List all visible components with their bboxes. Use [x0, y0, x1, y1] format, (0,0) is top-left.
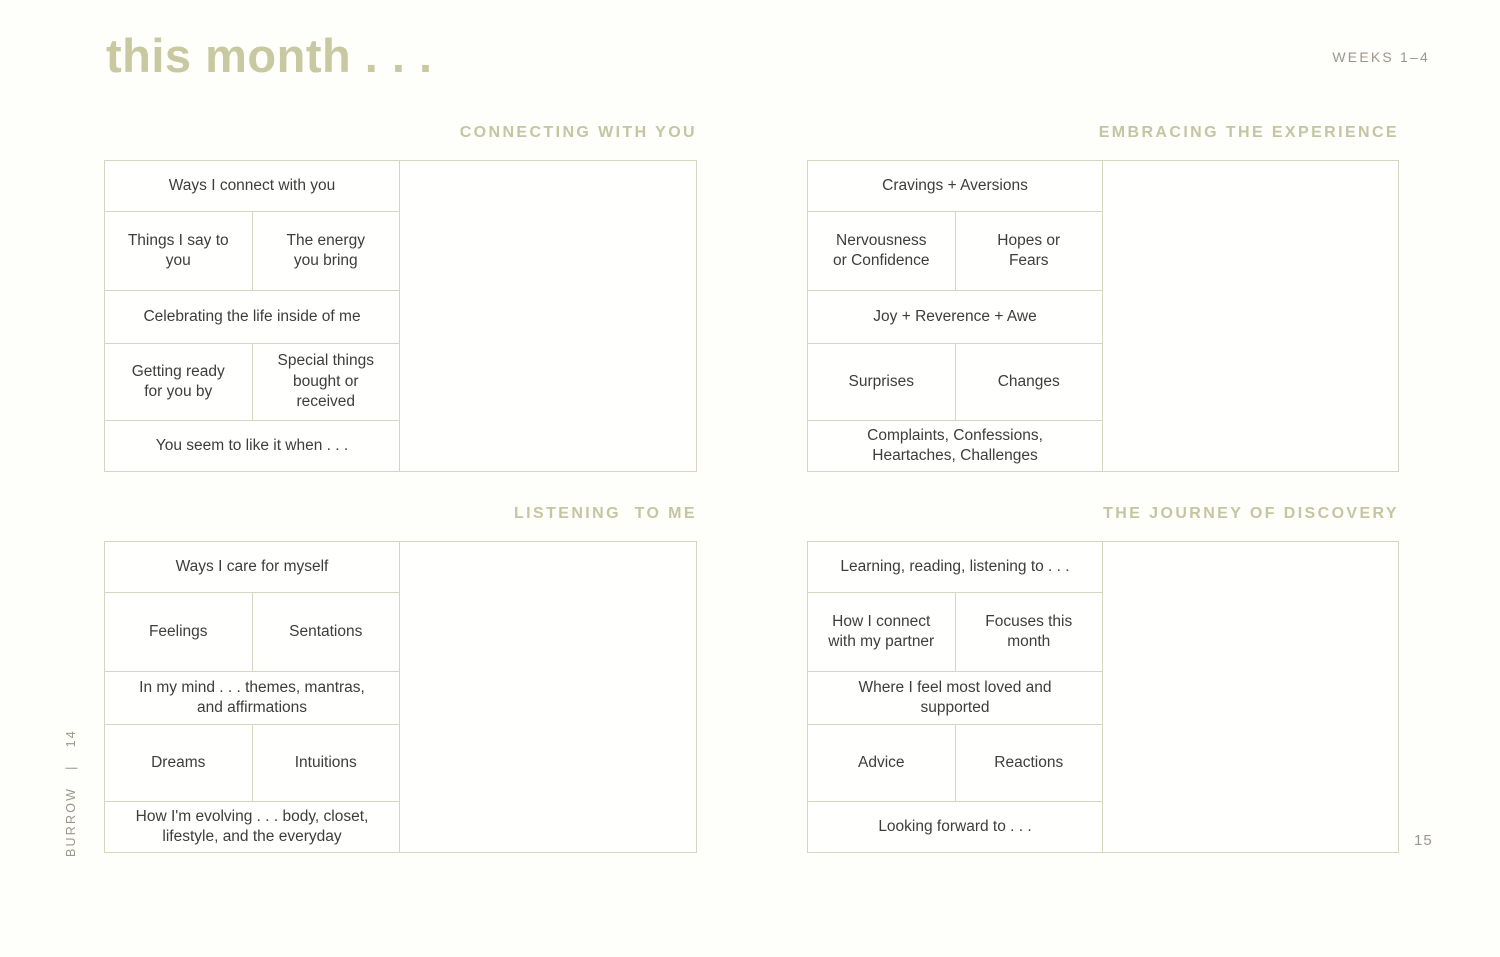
table-row: Learning, reading, listening to . . . [808, 542, 1102, 593]
table-row: How I'm evolving . . . body, closet, lif… [105, 802, 399, 852]
prompt-column: Cravings + Aversions Nervousness or Conf… [808, 161, 1103, 471]
prompt-cell: Cravings + Aversions [882, 176, 1028, 194]
table-row: Ways I care for myself [105, 542, 399, 593]
table-row: Joy + Reverence + Awe [808, 291, 1102, 344]
table-row: Nervousness or Confidence Hopes or Fears [808, 212, 1102, 291]
prompt-table: Cravings + Aversions Nervousness or Conf… [807, 160, 1399, 472]
prompt-cell: Looking forward to . . . [878, 817, 1032, 835]
prompt-column: Learning, reading, listening to . . . Ho… [808, 542, 1103, 852]
table-row: Cravings + Aversions [808, 161, 1102, 212]
prompt-cell: Intuitions [251, 725, 400, 801]
table-row: Advice Reactions [808, 725, 1102, 802]
section-heading: EMBRACING THE EXPERIENCE [1098, 124, 1399, 141]
prompt-cell: Focuses this month [954, 593, 1103, 671]
weeks-range-label: WEEKS 1–4 [1332, 49, 1430, 65]
prompt-cell: Joy + Reverence + Awe [873, 307, 1037, 325]
prompt-cell: Feelings [148, 622, 208, 640]
prompt-cell: How I connect with my partner [828, 612, 935, 650]
prompt-cell: Complaints, Confessions, Heartaches, Cha… [867, 426, 1043, 464]
table-row: Dreams Intuitions [105, 725, 399, 802]
table-row: How I connect with my partner Focuses th… [808, 593, 1102, 672]
writing-area [1103, 542, 1398, 852]
prompt-cell: Nervousness or Confidence [832, 231, 930, 269]
page-title: this month . . . [106, 29, 433, 82]
prompt-cell: Changes [954, 344, 1103, 420]
prompt-cell: You seem to like it when . . . [155, 436, 349, 454]
prompt-cell: Learning, reading, listening to . . . [840, 557, 1070, 575]
table-row: Where I feel most loved and supported [808, 672, 1102, 725]
prompt-cell: Celebrating the life inside of me [143, 307, 361, 325]
prompt-cell: Surprises [848, 372, 914, 390]
prompt-cell: Ways I connect with you [168, 176, 336, 194]
table-row: Getting ready for you by Special things … [105, 344, 399, 421]
section-connecting-with-you: CONNECTING WITH YOU Ways I connect with … [104, 124, 697, 472]
prompt-cell: Reactions [954, 725, 1103, 801]
table-row: In my mind . . . themes, mantras, and af… [105, 672, 399, 725]
prompt-cell: Getting ready for you by [131, 362, 225, 400]
prompt-cell: The energy you bring [251, 212, 400, 290]
prompt-column: Ways I connect with you Things I say to … [105, 161, 400, 471]
page-number: 15 [1414, 832, 1433, 849]
prompt-cell: Ways I care for myself [175, 557, 329, 575]
table-row: Celebrating the life inside of me [105, 291, 399, 344]
section-heading: CONNECTING WITH YOU [459, 124, 697, 141]
table-row: Looking forward to . . . [808, 802, 1102, 852]
prompt-cell: How I'm evolving . . . body, closet, lif… [135, 807, 369, 845]
prompt-cell: Advice [857, 753, 905, 771]
prompt-cell: Things I say to you [127, 231, 229, 269]
table-row: Surprises Changes [808, 344, 1102, 421]
section-embracing-the-experience: EMBRACING THE EXPERIENCE Cravings + Aver… [807, 124, 1399, 472]
prompt-cell: Special things bought or received [251, 344, 400, 420]
prompt-cell: Hopes or Fears [954, 212, 1103, 290]
section-listening-to-me: LISTENING TO ME Ways I care for myself F… [104, 505, 697, 853]
prompt-cell: Sentations [251, 593, 400, 671]
section-heading: THE JOURNEY OF DISCOVERY [1103, 505, 1399, 522]
prompt-table: Ways I connect with you Things I say to … [104, 160, 697, 472]
writing-area [400, 542, 696, 852]
prompt-column: Ways I care for myself Feelings Sentatio… [105, 542, 400, 852]
table-row: Things I say to you The energy you bring [105, 212, 399, 291]
section-heading: LISTENING TO ME [513, 505, 697, 522]
spine-label: BURROW | 14 [64, 729, 78, 857]
writing-area [1103, 161, 1398, 471]
prompt-cell: Dreams [151, 753, 206, 771]
prompt-table: Ways I care for myself Feelings Sentatio… [104, 541, 697, 853]
writing-area [400, 161, 696, 471]
table-row: Feelings Sentations [105, 593, 399, 672]
section-journey-of-discovery: THE JOURNEY OF DISCOVERY Learning, readi… [807, 505, 1399, 853]
prompt-table: Learning, reading, listening to . . . Ho… [807, 541, 1399, 853]
table-row: Ways I connect with you [105, 161, 399, 212]
table-row: You seem to like it when . . . [105, 421, 399, 471]
prompt-cell: In my mind . . . themes, mantras, and af… [139, 678, 365, 716]
prompt-cell: Where I feel most loved and supported [858, 678, 1052, 716]
table-row: Complaints, Confessions, Heartaches, Cha… [808, 421, 1102, 471]
